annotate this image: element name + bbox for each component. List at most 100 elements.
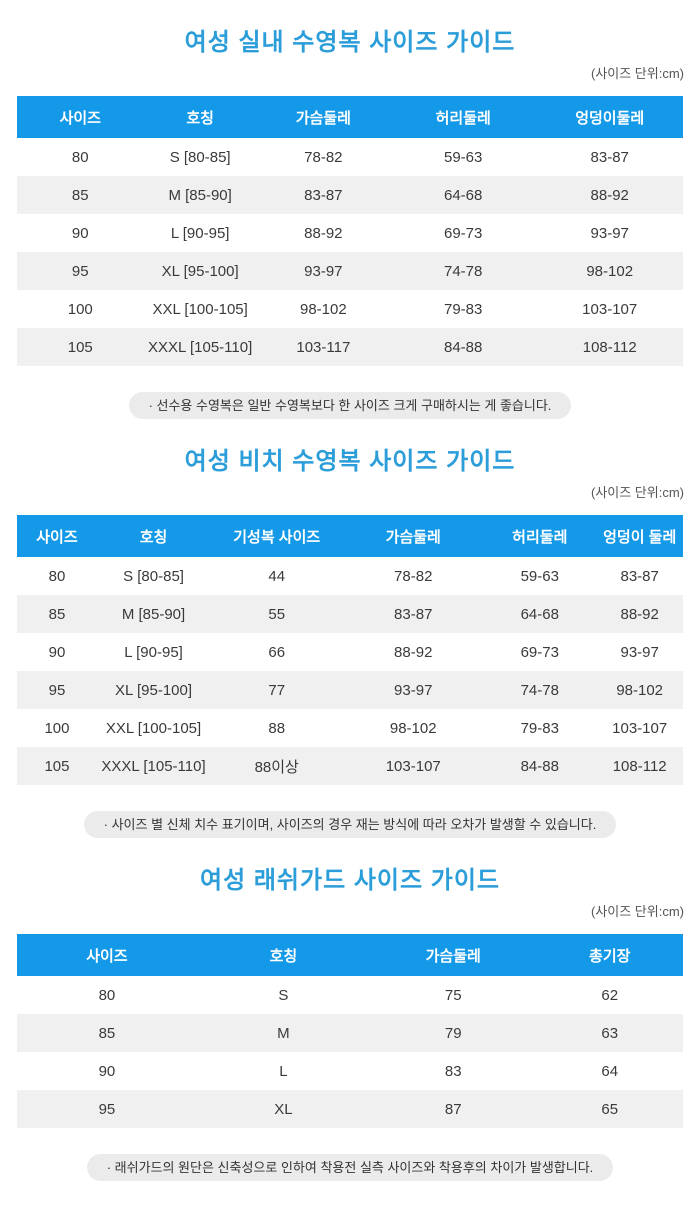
table-cell: 64-68 <box>444 186 483 204</box>
table-cell: XXL [100-105] <box>105 719 202 737</box>
note-badge-rashguard: · 래쉬가드의 원단은 신축성으로 인하여 착용전 실측 사이즈와 착용후의 차… <box>86 1154 614 1181</box>
column-header: 허리둘레 <box>435 109 491 127</box>
size-table-beach: 사이즈 호칭 기성복 사이즈 가슴둘레 허리둘레 엉덩이 둘레 80 S [80-85] 44… <box>17 515 683 785</box>
table-row: 90 L [90-95] 66 88-92 69-73 93-97 <box>17 633 683 671</box>
table-row: 90 L 83 64 <box>17 1052 683 1090</box>
table-cell: 84-88 <box>520 757 559 775</box>
table-cell: 69-73 <box>444 224 483 242</box>
column-header: 총기장 <box>589 947 631 965</box>
table-cell: 79-83 <box>520 719 559 737</box>
table-row: 95 XL [95-100] 93-97 74-78 98-102 <box>17 252 683 290</box>
column-header: 사이즈 <box>86 947 128 965</box>
section-title-beach: 여성 비치 수영복 사이즈 가이드 <box>184 448 516 475</box>
column-header: 호칭 <box>269 947 298 965</box>
table-cell: 64-68 <box>520 605 559 623</box>
table-body: 80 S [80-85] 44 78-82 59-63 83-87 85 M [85-90] 5… <box>17 557 683 785</box>
table-cell: 90 <box>71 224 89 242</box>
table-cell: 85 <box>48 605 66 623</box>
table-cell: L <box>279 1062 288 1080</box>
table-cell: 79-83 <box>444 300 483 318</box>
table-cell: 88 <box>268 719 286 737</box>
table-cell: 69-73 <box>520 643 559 661</box>
table-cell: 62 <box>601 986 619 1004</box>
column-header: 엉덩이 둘레 <box>603 528 677 546</box>
table-cell: 98-102 <box>299 300 347 318</box>
column-header: 기성복 사이즈 <box>233 528 321 546</box>
table-cell: 88-92 <box>304 224 343 242</box>
column-header: 가슴둘레 <box>385 528 441 546</box>
table-header-row: 사이즈 호칭 가슴둘레 총기장 <box>17 934 683 976</box>
table-cell: 105 <box>44 757 70 775</box>
table-cell: 78-82 <box>394 567 433 585</box>
section-rashguard: 여성 래쉬가드 사이즈 가이드 (사이즈 단위:cm) 사이즈 호칭 가슴둘레 총기장… <box>0 864 700 1181</box>
table-cell: 108-112 <box>582 338 637 356</box>
table-cell: 95 <box>48 681 66 699</box>
table-cell: 88-92 <box>590 186 629 204</box>
table-cell: 93-97 <box>590 224 629 242</box>
table-cell: 75 <box>444 986 462 1004</box>
table-cell: 103-107 <box>612 719 668 737</box>
table-row: 85 M 79 63 <box>17 1014 683 1052</box>
table-cell: XL <box>274 1100 293 1118</box>
note-badge-indoor: · 선수용 수영복은 일반 수영복보다 한 사이즈 크게 구매하시는 게 좋습니… <box>128 392 572 419</box>
table-cell: 63 <box>601 1024 619 1042</box>
table-cell: 93-97 <box>304 262 343 280</box>
unit-label-indoor: (사이즈 단위:cm) <box>590 66 684 81</box>
table-cell: 83 <box>444 1062 462 1080</box>
table-cell: 80 <box>48 567 66 585</box>
table-cell: 83-87 <box>590 148 629 166</box>
table-cell: 105 <box>67 338 93 356</box>
table-cell: 100 <box>67 300 93 318</box>
section-title-rashguard: 여성 래쉬가드 사이즈 가이드 <box>200 867 500 894</box>
table-cell: 98-102 <box>389 719 437 737</box>
table-cell: XXXL [105-110] <box>101 757 206 775</box>
table-cell: M [85-90] <box>121 605 186 623</box>
unit-label-beach: (사이즈 단위:cm) <box>590 485 684 500</box>
column-header: 가슴둘레 <box>425 947 481 965</box>
table-row: 105 XXXL [105-110] 88이상 103-107 84-88 108-112 <box>17 747 683 785</box>
table-cell: 95 <box>71 262 89 280</box>
table-cell: M <box>277 1024 290 1042</box>
note-container: · 래쉬가드의 원단은 신축성으로 인하여 착용전 실측 사이즈와 착용후의 차… <box>0 1154 700 1181</box>
table-cell: 83-87 <box>620 567 659 585</box>
table-row: 95 XL [95-100] 77 93-97 74-78 98-102 <box>17 671 683 709</box>
table-cell: M [85-90] <box>168 186 232 204</box>
table-body: 80 S 75 62 85 M 79 63 90 L 83 64 95 XL 87 65 <box>17 976 683 1128</box>
column-header: 사이즈 <box>59 109 101 127</box>
table-cell: 85 <box>71 186 89 204</box>
table-body: 80 S [80-85] 78-82 59-63 83-87 85 M [85-90] 83-… <box>17 138 683 366</box>
table-row: 90 L [90-95] 88-92 69-73 93-97 <box>17 214 683 252</box>
section-indoor-swimsuit: 여성 실내 수영복 사이즈 가이드 (사이즈 단위:cm) 사이즈 호칭 가슴둘레 허… <box>0 26 700 419</box>
table-cell: L [90-95] <box>170 224 230 242</box>
section-beach-swimsuit: 여성 비치 수영복 사이즈 가이드 (사이즈 단위:cm) 사이즈 호칭 기성복 사… <box>0 445 700 838</box>
table-cell: 95 <box>98 1100 116 1118</box>
table-cell: 103-107 <box>385 757 441 775</box>
table-cell: 108-112 <box>612 757 667 775</box>
table-cell: 83-87 <box>394 605 433 623</box>
table-cell: 88이상 <box>254 758 299 776</box>
table-cell: XL [95-100] <box>161 262 239 280</box>
table-cell: L [90-95] <box>124 643 183 661</box>
section-title-indoor: 여성 실내 수영복 사이즈 가이드 <box>184 29 516 56</box>
table-cell: 80 <box>98 986 116 1004</box>
table-cell: 74-78 <box>520 681 559 699</box>
column-header: 사이즈 <box>36 528 78 546</box>
unit-label-rashguard: (사이즈 단위:cm) <box>590 904 684 919</box>
table-row: 100 XXL [100-105] 88 98-102 79-83 103-107 <box>17 709 683 747</box>
table-cell: 59-63 <box>520 567 559 585</box>
table-cell: 93-97 <box>394 681 433 699</box>
size-table-indoor: 사이즈 호칭 가슴둘레 허리둘레 엉덩이둘레 80 S [80-85] 78-82 59-63… <box>17 96 683 366</box>
table-cell: 88-92 <box>394 643 433 661</box>
table-cell: XXXL [105-110] <box>148 338 253 356</box>
table-cell: 100 <box>44 719 70 737</box>
table-cell: 77 <box>268 681 286 699</box>
table-cell: 65 <box>601 1100 619 1118</box>
table-header-row: 사이즈 호칭 기성복 사이즈 가슴둘레 허리둘레 엉덩이 둘레 <box>17 515 683 557</box>
note-badge-beach: · 사이즈 별 신체 치수 표기이며, 사이즈의 경우 재는 방식에 따라 오차… <box>83 811 617 838</box>
table-row: 100 XXL [100-105] 98-102 79-83 103-107 <box>17 290 683 328</box>
note-container: · 선수용 수영복은 일반 수영복보다 한 사이즈 크게 구매하시는 게 좋습니… <box>0 392 700 419</box>
table-row: 85 M [85-90] 83-87 64-68 88-92 <box>17 176 683 214</box>
table-cell: 93-97 <box>620 643 659 661</box>
table-row: 105 XXXL [105-110] 103-117 84-88 108-112 <box>17 328 683 366</box>
